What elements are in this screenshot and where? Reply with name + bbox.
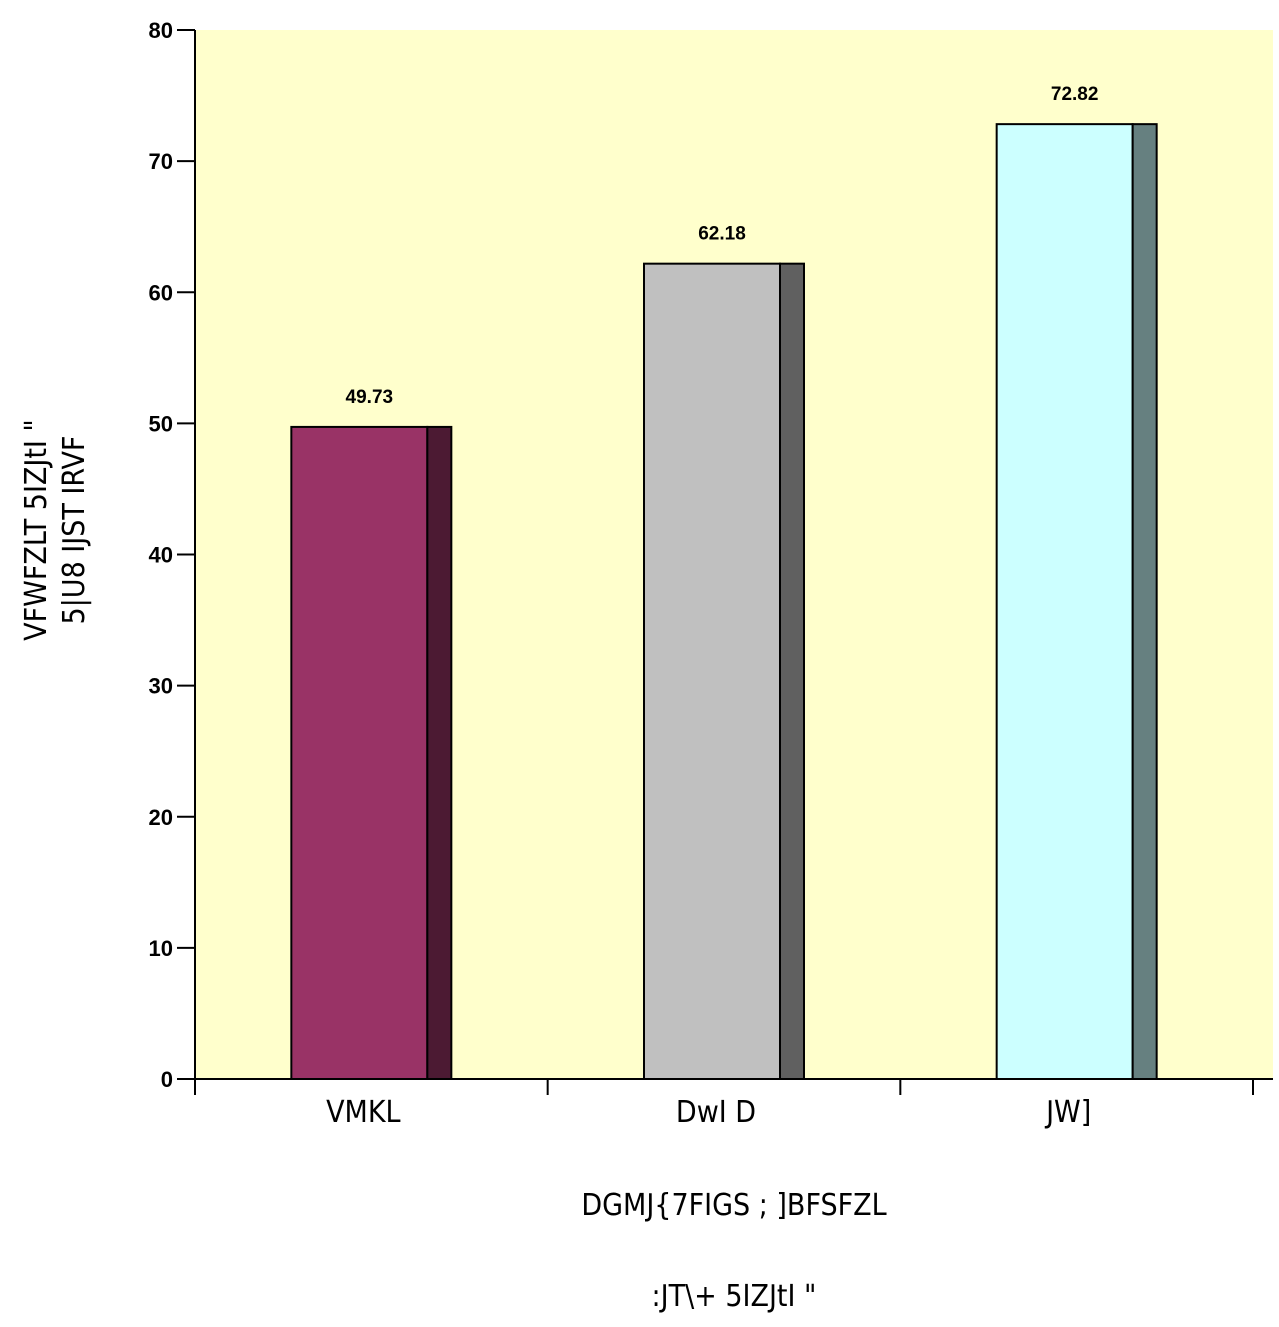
- axes: [194, 30, 1273, 1095]
- bar-1: [290, 425, 429, 1080]
- x-axis-title: DGMJ{7FIGS ; ]BFSFZL: [581, 1188, 886, 1223]
- y-axis-title: VFWFZLT 5IZJtI " 5|U8 IJST IRVF: [19, 419, 92, 641]
- y-tick-label: 40: [149, 543, 173, 568]
- y-tick-label: 80: [149, 18, 173, 43]
- data-labels: 49.73 62.18 72.82: [346, 84, 1099, 408]
- y-tick-label: 70: [149, 149, 173, 174]
- y-tick-label: 60: [149, 280, 173, 305]
- data-label: 72.82: [1051, 84, 1099, 105]
- bar-1-side: [426, 425, 453, 1080]
- bars: [290, 123, 1158, 1081]
- x-axis-categories: VMKL DwI D JW]: [326, 1095, 1091, 1130]
- bar-3: [995, 123, 1134, 1080]
- bar-3-side: [1131, 123, 1158, 1080]
- y-tick-label: 10: [149, 936, 173, 961]
- y-axis-title-line-1: VFWFZLT 5IZJtI ": [19, 419, 54, 641]
- y-tick-label: 50: [149, 411, 173, 436]
- y-tick-label: 0: [161, 1067, 173, 1092]
- bar-2-side: [779, 262, 805, 1081]
- y-axis-ticks: 0 10 20 30 40 50 60 70 80: [149, 18, 195, 1092]
- data-label: 49.73: [346, 387, 394, 408]
- data-label: 62.18: [698, 224, 746, 245]
- y-axis-title-line-2: 5|U8 IJST IRVF: [57, 436, 92, 625]
- x-axis-subtitle: :JT\+ 5IZJtI ": [652, 1279, 817, 1314]
- y-tick-label: 20: [149, 805, 173, 830]
- y-tick-label: 30: [149, 674, 173, 699]
- bar-2: [643, 262, 781, 1081]
- x-tick-label: VMKL: [326, 1095, 400, 1130]
- x-tick-label: DwI D: [676, 1095, 756, 1130]
- x-tick-label: JW]: [1044, 1095, 1091, 1130]
